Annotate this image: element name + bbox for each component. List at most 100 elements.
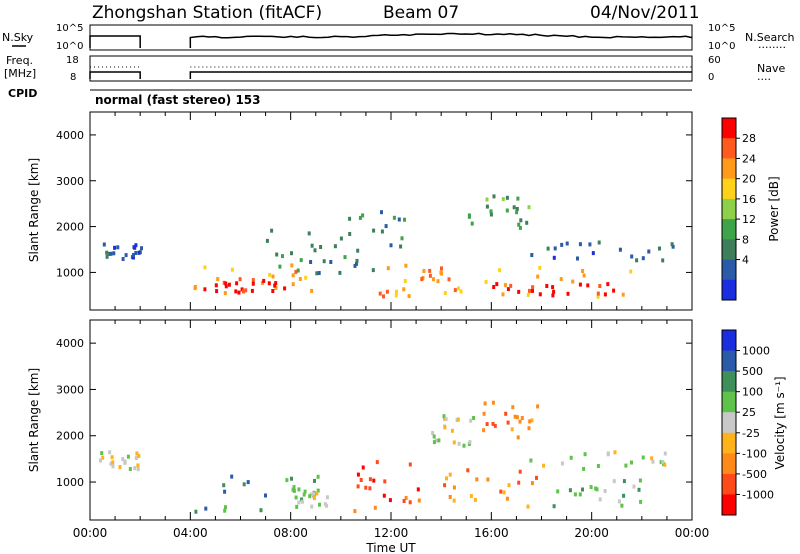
power-cell	[251, 281, 255, 286]
velocity-cell	[361, 465, 365, 470]
noise-tick-left-bottom: 10^0	[56, 41, 83, 52]
freq-trace	[189, 71, 692, 79]
velocity-cell	[622, 479, 626, 484]
velocity-cell	[638, 478, 642, 483]
power-cell	[304, 275, 308, 280]
velocity-cell	[313, 478, 316, 483]
velocity-colorbar-label: 25	[742, 406, 756, 419]
power-colorbar-label: 20	[742, 173, 756, 186]
velocity-cell	[598, 497, 602, 502]
power-cell	[552, 255, 556, 260]
velocity-cell	[308, 494, 312, 499]
velocity-cell	[663, 451, 667, 456]
velocity-cell	[486, 477, 490, 482]
power-cell	[407, 294, 411, 299]
power-cell	[238, 277, 242, 282]
power-cell	[581, 269, 585, 273]
power-cell	[397, 217, 401, 222]
power-cell	[348, 216, 352, 221]
power-colorbar-swatch	[722, 279, 736, 301]
power-cell	[492, 194, 496, 199]
velocity-cell	[510, 427, 514, 432]
power-cell	[546, 246, 550, 251]
velocity-cell	[507, 483, 511, 488]
velocity-cell	[573, 492, 577, 497]
power-cell	[612, 288, 616, 293]
station-title: Zhongshan Station (fitACF)	[92, 3, 322, 23]
power-cell	[582, 273, 586, 278]
velocity-cell	[443, 425, 447, 430]
velocity-cell	[637, 487, 641, 492]
power-cell	[432, 277, 435, 282]
beam-label: Beam 07	[383, 3, 459, 23]
power-cell	[203, 265, 207, 270]
velocity-cell	[612, 479, 616, 484]
nsky-trace	[189, 32, 693, 49]
velocity-cell	[583, 452, 587, 457]
noise-tick-right-bottom: 10^0	[708, 41, 735, 52]
power-cell	[489, 209, 493, 214]
velocity-cell	[432, 434, 436, 439]
power-cell	[389, 243, 393, 248]
power-cell	[495, 282, 499, 287]
power-cell	[457, 286, 461, 291]
velocity-cell	[242, 482, 246, 487]
power-cell	[618, 247, 622, 252]
power-cell	[271, 274, 275, 279]
power-cell	[641, 256, 645, 261]
velocity-cell	[290, 476, 293, 481]
power-cell	[112, 251, 116, 256]
velocity-cell	[499, 489, 503, 494]
velocity-cell	[530, 418, 534, 423]
velocity-cell	[641, 455, 645, 460]
velocity-cell	[109, 461, 113, 466]
power-cell	[234, 289, 238, 294]
velocity-cell	[432, 440, 436, 445]
power-cell	[515, 210, 519, 215]
power-cell	[124, 253, 128, 258]
power-colorbar-swatch	[722, 219, 736, 240]
velocity-cell	[382, 493, 386, 498]
power-cell	[571, 279, 575, 284]
time-tick-label: 04:00	[173, 526, 208, 540]
power-cell	[519, 218, 523, 223]
power-cell	[299, 258, 303, 263]
power-cell	[629, 269, 633, 274]
velocity-cell	[223, 508, 227, 513]
power-cell	[251, 278, 255, 283]
power-cell	[538, 265, 542, 270]
power-cell	[586, 283, 590, 288]
power-frame	[89, 111, 693, 311]
velocity-cell	[110, 455, 114, 460]
velocity-cell	[375, 460, 379, 465]
velocity-cell	[518, 469, 522, 474]
power-cell	[296, 268, 300, 273]
velocity-scatter-cells	[99, 400, 667, 514]
power-cell	[237, 290, 241, 295]
velocity-colorbar-label: 100	[742, 386, 763, 399]
velocity-cell	[136, 467, 140, 472]
power-cell	[392, 215, 396, 220]
velocity-cell	[364, 485, 368, 490]
power-cell	[250, 288, 254, 293]
power-cell	[578, 282, 582, 287]
noise-tick-right-top: 10^5	[708, 23, 735, 34]
velocity-cell	[297, 500, 301, 505]
velocity-cell	[450, 428, 454, 433]
velocity-colorbar-swatch	[722, 473, 736, 495]
velocity-cell	[482, 428, 486, 433]
power-cell	[227, 282, 231, 287]
power-cell	[606, 282, 610, 287]
power-colorbar-label: 8	[742, 233, 749, 246]
power-cell	[506, 287, 510, 292]
velocity-cell	[128, 467, 132, 471]
velocity-cell	[491, 421, 495, 426]
power-cell	[385, 289, 389, 294]
power-cell	[271, 289, 275, 293]
velocity-cell	[300, 497, 304, 502]
velocity-colorbar-label: Velocity [m s⁻¹]	[773, 376, 787, 469]
power-cell	[105, 250, 109, 255]
nsearch-key: ........	[758, 38, 786, 51]
power-ytick-label: 4000	[56, 129, 84, 142]
